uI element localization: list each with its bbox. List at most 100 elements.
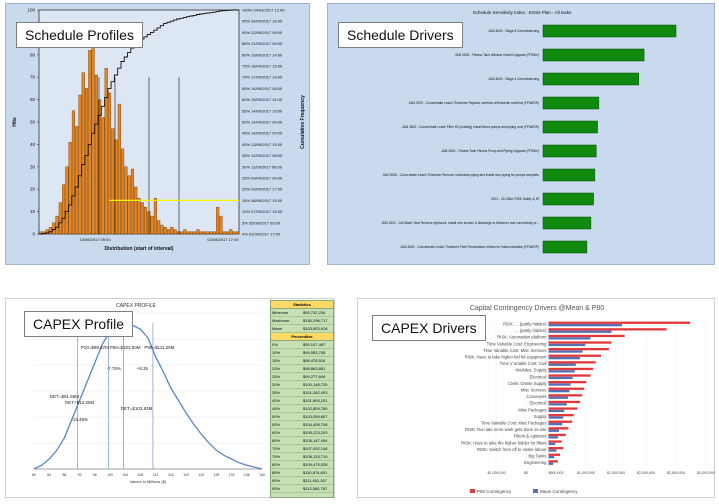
table-cell: 70% <box>272 446 281 451</box>
percentile-row: 35% $101,262,493 <box>271 389 333 397</box>
x-tick-label: 128 <box>213 473 219 477</box>
p80-bar <box>548 367 594 371</box>
p80-bar <box>548 453 561 456</box>
driver-label: ... (partly hidden) <box>515 328 547 333</box>
cumulative-axis-label: 10% 07/09/2017 15:00 <box>242 209 283 214</box>
x-tick-label: 84 <box>47 473 51 477</box>
histogram-bar <box>176 231 180 235</box>
statistics-row: Minimum $95,732,234 <box>271 309 333 317</box>
cumulative-axis-label: 100% 04/03/2017 12:00 <box>242 8 285 13</box>
y-tick-label: 70 <box>30 75 36 80</box>
chart-title: Schedule Sensitivity Index : Entire Plan… <box>473 10 573 15</box>
p80-bar <box>548 400 580 404</box>
x-tick-label: 124 <box>198 473 204 477</box>
driver-label: Supply <box>534 414 548 419</box>
cumulative-axis-label: 75% 18/09/2017 15:00 <box>242 64 283 69</box>
y-tick-label: 60 <box>30 97 36 102</box>
mean-bar <box>548 442 556 446</box>
table-cell: 90% <box>272 478 281 483</box>
annotation-label: -7.75% <box>107 366 121 371</box>
schedule-profiles-title: Schedule Profiles <box>16 22 143 48</box>
mean-bar <box>548 423 563 426</box>
cumulative-axis-label: 55% 14/09/2017 10:00 <box>242 108 283 113</box>
histogram-bar <box>107 92 112 235</box>
driver-label: Time Variable Cost: Misc Services <box>483 348 546 353</box>
table-cell: 85% <box>272 470 281 475</box>
driver-label: Big Tanks <box>528 454 546 459</box>
histogram-bar <box>186 231 190 235</box>
annotation-label: P90=$111.29M <box>144 345 174 350</box>
histogram-bar <box>81 72 85 235</box>
y-tick-label: 80 <box>30 52 36 57</box>
table-cell: $111,461,267 <box>303 478 327 483</box>
table-cell: $113,560,787 <box>303 486 328 491</box>
chart-title: Capital Contingency Drivers @Mean & P80 <box>470 305 604 312</box>
x-tick-label: $2,000,000 <box>637 471 655 475</box>
cumulative-axis-label: 80% 19/09/2017 14:00 <box>242 52 283 57</box>
percentile-row: 90% $111,461,267 <box>271 477 333 485</box>
table-cell: $107,092,146 <box>303 446 328 451</box>
table-cell: $103,059,807 <box>303 414 328 419</box>
cumulative-axis-label: 0% 01/09/2017 17:00 <box>242 232 281 237</box>
x-tick-label: $3,000,000 <box>697 471 715 475</box>
p80-bar <box>548 394 583 397</box>
p80-bar <box>548 348 609 351</box>
p80-bar <box>548 387 585 390</box>
histogram-bar <box>212 231 216 235</box>
p80-bar <box>548 414 574 417</box>
x-tick-label: $2,500,000 <box>667 471 685 475</box>
table-cell: $150,296,717 <box>303 318 328 323</box>
mean-bar <box>548 409 565 413</box>
table-cell: Statistics <box>293 302 311 307</box>
driver-label: J&M 3600 - Concentrate Leach Thickener F… <box>400 245 539 249</box>
driver-label: J&M 3300 - Jolt Wash Tank Remove pipewor… <box>381 221 539 225</box>
histogram-bar <box>193 231 197 235</box>
table-cell: Minimum <box>272 310 289 315</box>
cumulative-axis-label: 40% 13/09/2017 15:00 <box>242 142 283 147</box>
driver-label: Electrical <box>530 374 547 379</box>
histogram-bar <box>137 197 141 235</box>
x-tick-label: 88 <box>62 473 66 477</box>
schedule-drivers-title: Schedule Drivers <box>338 22 463 48</box>
percentile-row: 10% $99,553,745 <box>271 349 333 357</box>
driver-label: RISK: Run late more work gets done on si… <box>465 427 547 432</box>
mean-bar <box>548 337 591 340</box>
table-cell: $106,147,494 <box>303 438 328 443</box>
x-tick-label: 96 <box>93 473 97 477</box>
x-tick-label: $500,000 <box>549 471 564 475</box>
capex-line <box>33 318 263 470</box>
driver-bar <box>542 216 592 230</box>
cumulative-axis-label: 50% 14/09/2017 09:00 <box>242 120 283 125</box>
driver-label: Time Variable Cost: Misc Packages <box>481 421 547 426</box>
histogram-bar <box>65 166 69 235</box>
driver-bar <box>542 96 600 110</box>
driver-label: Misc Services <box>521 388 547 393</box>
histogram-bar <box>166 229 171 235</box>
histogram-bar <box>98 99 102 235</box>
table-cell: 95% <box>272 486 281 491</box>
cumulative-axis-label: 95% 24/09/2017 16:00 <box>242 19 283 24</box>
table-cell: $100,148,725 <box>303 382 328 387</box>
driver-label: 0573 - GLOBAL RISK Safety & IR <box>491 197 540 201</box>
y2-axis-label: Cumulative Frequency <box>300 95 306 149</box>
annotation-label: -13.48% <box>71 417 88 422</box>
mean-bar <box>548 390 570 393</box>
percentile-row: 75% $108,133,710 <box>271 453 333 461</box>
y-axis-label: Hits <box>12 117 18 127</box>
capex-profile-chart: CAPEX PROFILE 80 84 88 92 96 100 104 108 112 116 12… <box>32 303 265 484</box>
table-cell: $108,133,710 <box>303 454 328 459</box>
p80-bar <box>548 440 562 443</box>
legend-swatch <box>533 489 538 493</box>
table-cell: 50% <box>272 414 281 419</box>
histogram-bar <box>196 229 200 235</box>
driver-label: J&M 3600 - Stage 8 Commissioning <box>488 29 539 33</box>
p80-bar <box>548 433 566 437</box>
mean-bar <box>548 416 564 419</box>
table-cell: 65% <box>272 438 281 443</box>
capex-drivers-chart: Capital Contingency Drivers @Mean & P80 -… <box>461 305 715 494</box>
histogram-bar <box>206 231 210 235</box>
table-cell: $99,277,649 <box>303 374 326 379</box>
x-tick-label: 02/08/2017 17:00 <box>207 237 239 242</box>
cumulative-axis-label: 85% 21/09/2017 09:00 <box>242 41 283 46</box>
percentile-row: 50% $103,059,807 <box>271 413 333 421</box>
